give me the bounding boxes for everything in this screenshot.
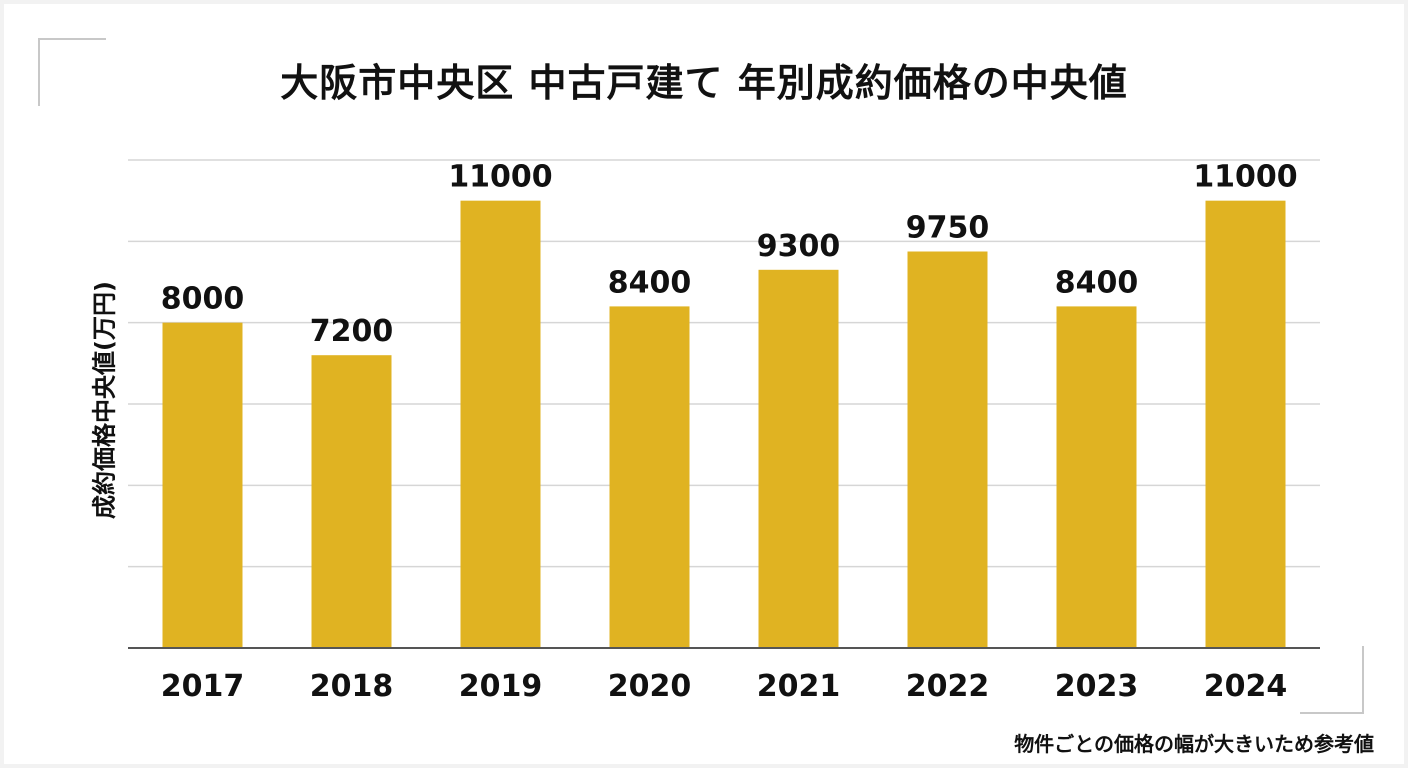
bar-value-label: 7200: [310, 314, 394, 349]
bar-2018: [311, 355, 392, 648]
bar-2019: [460, 200, 541, 648]
x-tick-label: 2024: [1204, 669, 1288, 704]
bar-2023: [1056, 306, 1137, 648]
corner-mark-bottom-right-vertical: [1362, 646, 1364, 714]
bar-value-label: 8400: [1055, 265, 1139, 300]
corner-mark-top-left-vertical: [38, 38, 40, 106]
x-tick-label: 2022: [906, 669, 990, 704]
bar-value-label: 11000: [448, 160, 552, 195]
bar-value-label: 8000: [161, 282, 245, 317]
bar-value-label: 8400: [608, 265, 692, 300]
x-tick-label: 2021: [757, 669, 841, 704]
bar-value-label: 11000: [1193, 160, 1297, 195]
bar-value-label: 9750: [906, 211, 990, 246]
bar-value-label: 9300: [757, 229, 841, 264]
bar-2022: [907, 251, 988, 648]
bar-2021: [758, 269, 839, 648]
x-tick-label: 2023: [1055, 669, 1139, 704]
bar-2020: [609, 306, 690, 648]
chart-title: 大阪市中央区 中古戸建て 年別成約価格の中央値: [280, 61, 1128, 105]
x-tick-label: 2019: [459, 669, 543, 704]
x-tick-label: 2018: [310, 669, 394, 704]
footnote: 物件ごとの価格の幅が大きいため参考値: [1014, 732, 1374, 756]
bar-2024: [1205, 200, 1286, 648]
x-tick-label: 2020: [608, 669, 692, 704]
corner-mark-bottom-right: [1300, 712, 1364, 714]
x-tick-label: 2017: [161, 669, 245, 704]
corner-mark-top-left: [38, 38, 106, 40]
bar-2017: [162, 322, 243, 648]
